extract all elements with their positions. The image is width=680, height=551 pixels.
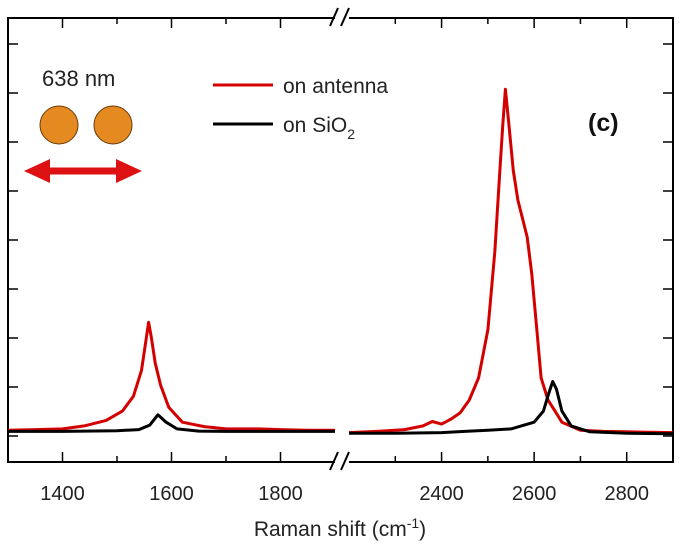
x-tick-label: 1400 [40, 483, 85, 505]
nanoparticle-left [39, 105, 79, 145]
axis-break-mark [329, 451, 339, 471]
series-layer [7, 87, 674, 436]
legend: on antenna on SiO2 [213, 75, 388, 142]
x-axis-title: Raman shift (cm-1) [254, 515, 426, 541]
x-tick-label: 2800 [604, 483, 649, 505]
series-line-on-sio2 [8, 380, 674, 436]
polarization-arrow-icon [24, 159, 142, 183]
y-ticks [8, 43, 673, 437]
x-tick-label: 2600 [512, 483, 557, 505]
nanoparticle-right [93, 105, 133, 145]
legend-label-antenna: on antenna [283, 75, 388, 98]
series-line-on-antenna [7, 87, 674, 435]
x-tick-label: 1800 [258, 483, 303, 505]
x-tick-label: 2400 [419, 483, 464, 505]
axis-break-mark [340, 7, 350, 27]
wavelength-label: 638 nm [42, 66, 115, 91]
legend-label-sio2: on SiO2 [283, 114, 355, 142]
axis-break-mark [329, 7, 339, 27]
axis-break-mark [340, 451, 350, 471]
panel-label: (c) [588, 109, 619, 137]
x-ticks: 1400 1600 1800 2400 2600 2800 [40, 18, 649, 505]
x-tick-label: 1600 [149, 483, 194, 505]
